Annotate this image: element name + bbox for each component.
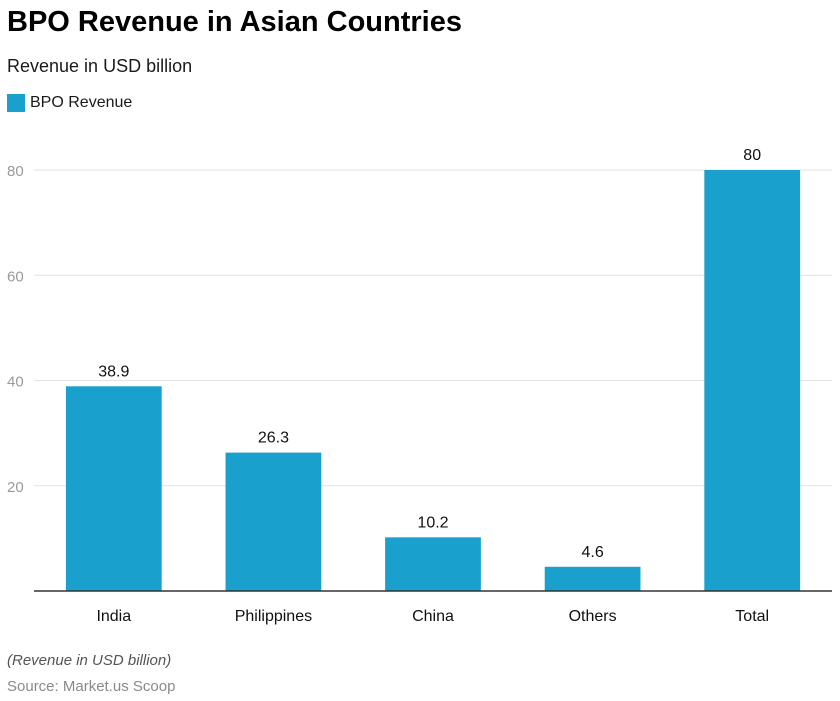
footer-source: Source: Market.us Scoop	[7, 678, 175, 695]
bar-chart: 20 40 60 80 38.9 India 26.3 Philippines 10.2 Chin…	[0, 130, 840, 630]
x-tick-label: Others	[569, 608, 617, 625]
bar	[66, 386, 162, 591]
chart-subtitle: Revenue in USD billion	[7, 56, 192, 77]
bar-value-label: 4.6	[581, 544, 603, 561]
x-tick-label: India	[96, 608, 131, 625]
bar	[385, 537, 481, 591]
y-tick-label: 40	[7, 374, 24, 391]
y-tick-label: 80	[7, 163, 24, 180]
chart-title: BPO Revenue in Asian Countries	[7, 6, 462, 39]
bar-value-label: 26.3	[258, 430, 289, 447]
x-tick-label: China	[412, 608, 454, 625]
y-tick-label: 20	[7, 479, 24, 496]
x-tick-label: Total	[735, 608, 769, 625]
bar-value-label: 80	[743, 147, 761, 164]
bar	[226, 453, 322, 591]
legend-swatch	[7, 94, 25, 112]
legend-label: BPO Revenue	[30, 94, 132, 112]
y-tick-label: 60	[7, 268, 24, 285]
bar	[704, 170, 800, 591]
bar	[545, 567, 641, 591]
bar-value-label: 38.9	[98, 363, 129, 380]
legend: BPO Revenue	[7, 94, 132, 112]
bar-value-label: 10.2	[417, 514, 448, 531]
x-tick-label: Philippines	[235, 608, 312, 625]
footer-note: (Revenue in USD billion)	[7, 652, 171, 669]
